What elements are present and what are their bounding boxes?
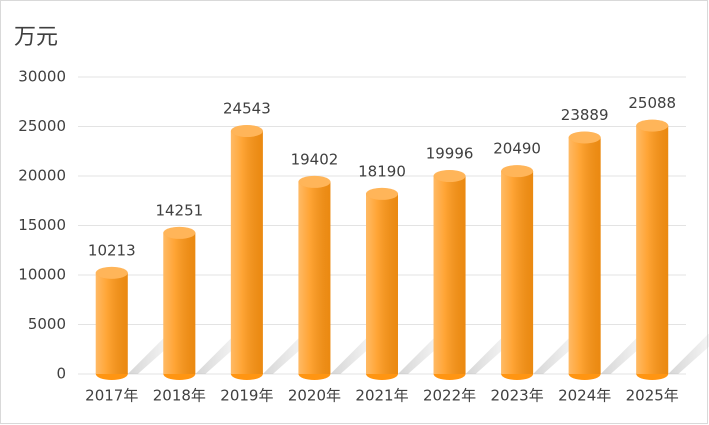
x-tick-label: 2021年 xyxy=(355,387,408,405)
y-tick-label: 15000 xyxy=(18,216,66,234)
bar-cap-highlight xyxy=(230,125,263,138)
chart-title: 万元 xyxy=(14,25,58,50)
bar-cap xyxy=(636,119,669,132)
bar-cap-highlight xyxy=(95,266,128,279)
bar-shine xyxy=(366,193,398,374)
x-tick-label: 2025年 xyxy=(626,387,679,405)
y-tick-label: 20000 xyxy=(18,167,66,185)
bar-shadow xyxy=(668,334,709,374)
bar-cap xyxy=(95,266,128,279)
bar-cap-highlight xyxy=(501,165,534,178)
y-tick-label: 5000 xyxy=(28,315,66,333)
bar-cap xyxy=(163,226,196,239)
y-tick-label: 10000 xyxy=(18,266,66,284)
x-tick-label: 2024年 xyxy=(558,387,611,405)
bar-shine xyxy=(95,272,128,374)
bar-cap xyxy=(433,170,466,183)
data-label: 20490 xyxy=(493,140,541,158)
data-label: 25088 xyxy=(628,94,676,112)
data-label: 18190 xyxy=(358,162,406,180)
bar-shine xyxy=(433,176,466,374)
bar-cap-highlight xyxy=(636,119,669,132)
x-tick-label: 2022年 xyxy=(423,387,476,405)
bar-shine xyxy=(501,171,534,374)
bar-shine xyxy=(568,137,601,374)
bar-shine xyxy=(298,181,331,374)
y-tick-label: 30000 xyxy=(18,68,66,86)
bar-cap-highlight xyxy=(163,226,196,239)
bar-cap xyxy=(298,175,331,188)
bar-cap-highlight xyxy=(568,131,601,144)
bar-cap xyxy=(568,131,601,144)
bar-cap-highlight xyxy=(366,187,398,200)
data-label: 24543 xyxy=(223,100,271,118)
x-tick-label: 2020年 xyxy=(288,387,341,405)
data-label: 19402 xyxy=(291,150,339,168)
bar-shine xyxy=(636,125,669,374)
x-tick-label: 2019年 xyxy=(220,387,273,405)
y-tick-label: 25000 xyxy=(18,117,66,135)
bar-cap-highlight xyxy=(433,170,466,183)
y-tick-label: 0 xyxy=(56,365,66,383)
data-label: 19996 xyxy=(426,145,474,163)
x-tick-label: 2018年 xyxy=(153,387,206,405)
bar-cap xyxy=(366,187,398,200)
bar-cap xyxy=(501,165,534,178)
data-label: 10213 xyxy=(88,241,136,259)
data-label: 14251 xyxy=(155,201,203,219)
bar-shine xyxy=(230,131,263,374)
bar-shine xyxy=(163,232,196,374)
bar-cap-highlight xyxy=(298,175,331,188)
data-label: 23889 xyxy=(561,106,609,124)
bar-cap xyxy=(230,125,263,138)
x-tick-label: 2023年 xyxy=(491,387,544,405)
x-tick-label: 2017年 xyxy=(85,387,138,405)
